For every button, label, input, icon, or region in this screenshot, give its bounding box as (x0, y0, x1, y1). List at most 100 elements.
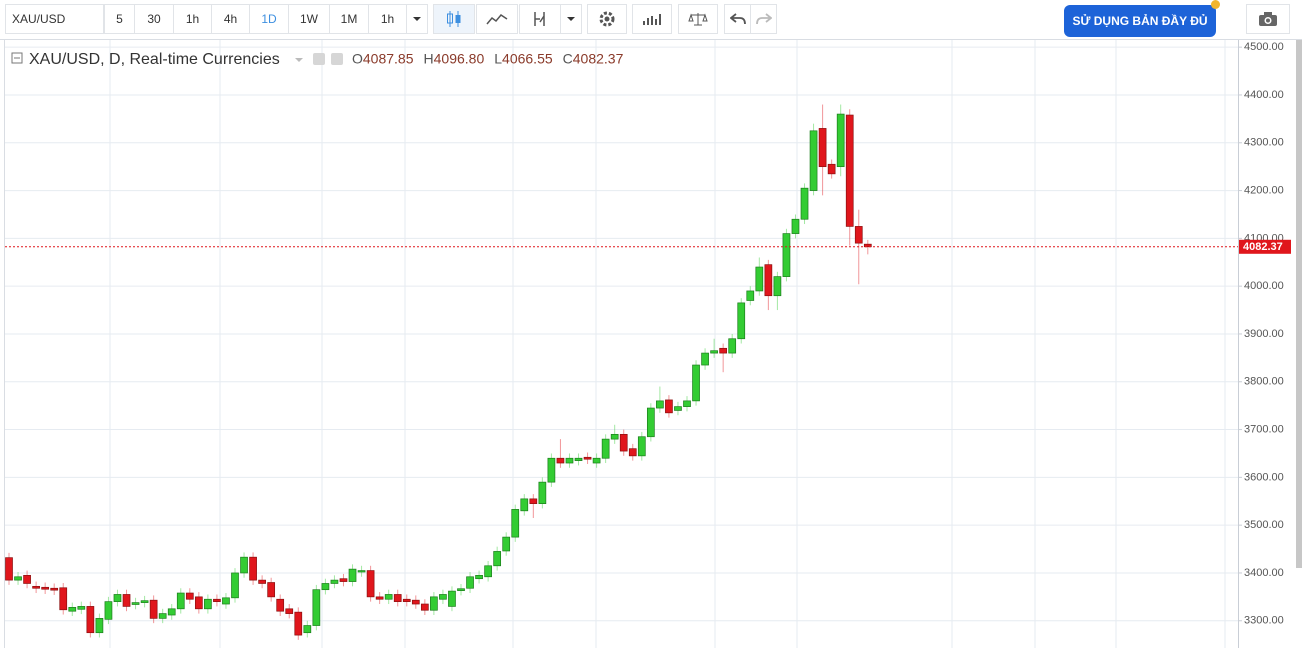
y-tick-label: 3800.00 (1244, 376, 1284, 388)
redo-button[interactable] (750, 4, 777, 34)
candle-body (818, 128, 827, 168)
interval-button[interactable]: 5 (104, 4, 135, 34)
candle-body (285, 608, 294, 614)
interval-dropdown[interactable] (406, 4, 428, 34)
candle-body (809, 130, 818, 191)
candle-body (249, 556, 257, 581)
bars-icon (643, 14, 661, 25)
scales-icon (688, 13, 708, 26)
ohlc-value: 4066.55 (502, 51, 553, 67)
candle-body (863, 243, 872, 248)
redo-icon (755, 13, 772, 25)
scales-button[interactable] (678, 4, 718, 34)
candle-body (565, 457, 574, 464)
candle-body (348, 568, 357, 582)
interval-button[interactable]: 1W (288, 4, 330, 34)
candle-body (131, 602, 140, 605)
last-price-label: 4082.37 (1243, 241, 1283, 253)
candle-body (737, 302, 746, 340)
compare-icon (486, 14, 508, 25)
candle-body (430, 596, 438, 611)
candle-body (140, 600, 149, 603)
indicators-dropdown[interactable] (560, 4, 582, 34)
interval-button[interactable]: 1h (368, 4, 407, 34)
candle-body (520, 498, 529, 512)
candle-body (529, 498, 538, 504)
full-version-button[interactable]: SỬ DỤNG BẢN ĐẦY ĐỦ (1064, 5, 1216, 37)
interval-button[interactable]: 1h (173, 4, 212, 34)
candle-body (50, 587, 59, 591)
undo-button[interactable] (724, 4, 751, 34)
candle-body (692, 364, 700, 402)
candle-body (411, 599, 420, 605)
candles-icon (447, 11, 461, 27)
candle-body (628, 448, 637, 457)
candle-body (475, 574, 483, 580)
candle-body (312, 589, 321, 626)
candle-body (384, 594, 393, 600)
candle-body (357, 570, 366, 573)
candle-body (538, 481, 547, 504)
ohlc-value: 4087.85 (363, 51, 414, 67)
candle-body (683, 400, 691, 407)
interval-button[interactable]: 4h (211, 4, 250, 34)
notification-dot (1211, 0, 1220, 9)
candle-body (574, 457, 583, 461)
candle-body (728, 338, 737, 354)
y-tick-label: 4300.00 (1244, 137, 1284, 149)
compare-button[interactable] (476, 4, 518, 34)
settings-button[interactable] (587, 4, 627, 34)
candle-body (782, 233, 791, 277)
symbol-input[interactable]: XAU/USD (5, 4, 104, 34)
candle-body (222, 597, 230, 605)
eye-icon[interactable] (313, 53, 325, 65)
collapse-button[interactable] (11, 52, 23, 64)
candle-body (213, 598, 221, 602)
y-tick-label: 3900.00 (1244, 328, 1284, 340)
candle-body (366, 570, 375, 598)
candle-body (457, 588, 465, 591)
candle-body (845, 114, 854, 227)
y-tick-label: 3400.00 (1244, 567, 1284, 579)
y-tick-label: 3700.00 (1244, 423, 1284, 435)
candle-body (339, 578, 348, 582)
candle-body (113, 594, 122, 602)
candle-body (836, 113, 845, 168)
candle-body (32, 585, 40, 589)
y-tick-label: 4400.00 (1244, 89, 1284, 101)
candle-body (755, 266, 764, 292)
caret (567, 17, 575, 21)
candle-body (194, 596, 203, 610)
y-tick-label: 3500.00 (1244, 519, 1284, 531)
candle-body (258, 579, 266, 584)
candle-body (637, 436, 646, 457)
candle-body (439, 594, 447, 600)
gear-icon (599, 11, 615, 27)
candle-body (493, 551, 502, 567)
scrollbar[interactable] (1296, 40, 1302, 568)
ohlc-value: 4096.80 (434, 51, 485, 67)
settings-icon[interactable] (331, 53, 343, 65)
candle-body (5, 557, 13, 581)
interval-button[interactable]: 1M (329, 4, 369, 34)
candles-button[interactable] (433, 4, 475, 34)
candle-body (610, 433, 619, 440)
templates-button[interactable] (632, 4, 672, 34)
candle-body (375, 596, 384, 600)
candle-body (674, 406, 682, 411)
snapshot-button[interactable] (1246, 4, 1290, 34)
candle-body (402, 598, 411, 602)
candle-body (719, 347, 728, 354)
candle-body (77, 606, 86, 610)
title-dropdown[interactable] (295, 58, 303, 62)
indicators-button[interactable] (519, 4, 561, 34)
interval-button[interactable]: 1D (249, 4, 289, 34)
candle-body (321, 583, 330, 591)
candle-body (619, 433, 628, 452)
interval-button[interactable]: 30 (134, 4, 174, 34)
candle-body (231, 572, 239, 599)
candle-body (176, 592, 185, 610)
candle-body (14, 576, 22, 581)
